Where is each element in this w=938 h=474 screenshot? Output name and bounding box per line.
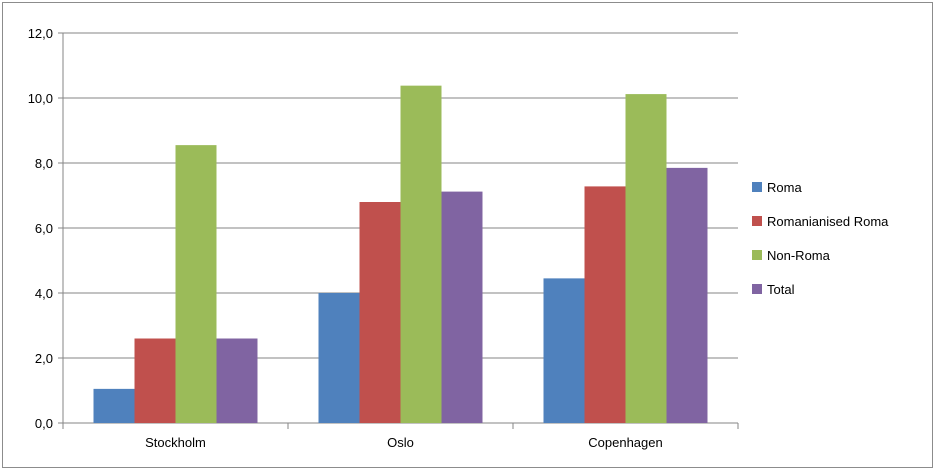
x-category-label: Stockholm — [145, 435, 206, 450]
bar-total — [441, 191, 483, 423]
x-category-label: Oslo — [387, 435, 414, 450]
y-axis: 0,0 2,0 4,0 6,0 8,0 10,0 12,0 — [28, 26, 64, 431]
bar-romanianised-roma — [134, 338, 176, 423]
legend-label: Total — [767, 282, 795, 297]
y-tick-label: 2,0 — [35, 351, 53, 366]
legend-label: Roma — [767, 180, 802, 195]
x-axis: Stockholm Oslo Copenhagen — [62, 422, 739, 450]
bars — [93, 85, 708, 424]
legend-label: Romanianised Roma — [767, 214, 889, 229]
y-tick-label: 4,0 — [35, 286, 53, 301]
bar-romanianised-roma — [359, 202, 401, 423]
bar-total — [666, 167, 708, 423]
bar-total — [216, 338, 258, 423]
bar-roma — [318, 293, 360, 423]
bar-roma — [93, 388, 135, 423]
legend-swatch — [752, 216, 762, 226]
legend-swatch — [752, 250, 762, 260]
y-tick-label: 10,0 — [28, 91, 53, 106]
y-tick-label: 0,0 — [35, 416, 53, 431]
legend-label: Non-Roma — [767, 248, 831, 263]
y-tick-label: 8,0 — [35, 156, 53, 171]
bar-non-roma — [625, 94, 667, 423]
y-tick-label: 6,0 — [35, 221, 53, 236]
bar-romanianised-roma — [584, 186, 626, 423]
legend-swatch — [752, 182, 762, 192]
y-tick-label: 12,0 — [28, 26, 53, 41]
legend-swatch — [752, 284, 762, 294]
x-category-label: Copenhagen — [588, 435, 662, 450]
bar-non-roma — [175, 145, 217, 423]
legend: Roma Romanianised Roma Non-Roma Total — [752, 180, 889, 297]
bar-roma — [543, 278, 585, 423]
bar-non-roma — [400, 85, 442, 424]
